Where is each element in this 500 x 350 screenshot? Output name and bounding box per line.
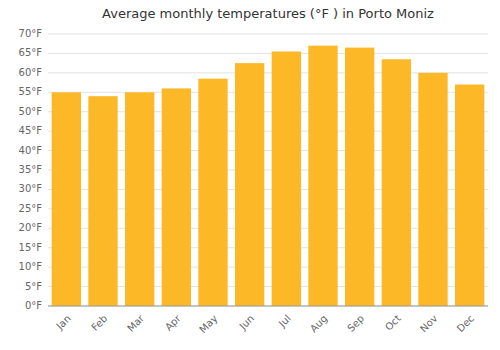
y-tick-label: 40°F bbox=[19, 145, 43, 156]
x-tick-label: Aug bbox=[308, 313, 330, 335]
bar bbox=[272, 51, 301, 306]
y-tick-label: 20°F bbox=[19, 222, 43, 233]
x-ticks: Jan Feb Mar Apr May Jun Jul Aug Sep Oct Nov Dec bbox=[53, 312, 476, 335]
bar bbox=[125, 92, 154, 306]
x-tick-label: May bbox=[197, 313, 219, 335]
y-tick-label: 10°F bbox=[19, 261, 43, 272]
x-tick-label: Jan bbox=[53, 313, 72, 332]
x-tick-label: Apr bbox=[163, 312, 184, 333]
x-tick-label: Nov bbox=[418, 313, 440, 335]
y-tick-label: 70°F bbox=[19, 28, 43, 39]
grid-line bbox=[48, 306, 488, 307]
bar bbox=[52, 92, 81, 306]
y-tick-label: 5°F bbox=[25, 281, 42, 292]
x-tick-label: Oct bbox=[383, 313, 403, 333]
bar bbox=[198, 79, 227, 306]
x-tick-label: Dec bbox=[455, 313, 476, 334]
bar bbox=[308, 46, 337, 306]
grid-line bbox=[48, 53, 488, 54]
y-tick-label: 15°F bbox=[19, 242, 43, 253]
chart: 0°F 5°F 10°F 15°F 20°F 25°F 30°F 35°F 40°F 45°F 50… bbox=[0, 0, 500, 350]
bar bbox=[345, 48, 374, 306]
y-tick-label: 30°F bbox=[19, 183, 43, 194]
bar bbox=[235, 63, 264, 306]
y-tick-label: 35°F bbox=[19, 164, 43, 175]
title: Average monthly temperatures (°F ) in Po… bbox=[102, 6, 434, 21]
y-tick-label: 50°F bbox=[19, 106, 43, 117]
y-tick-label: 55°F bbox=[19, 86, 43, 97]
y-tick-label: 60°F bbox=[19, 67, 43, 78]
bar bbox=[382, 59, 411, 306]
x-tick-label: Feb bbox=[89, 313, 109, 333]
y-tick-label: 0°F bbox=[25, 300, 42, 311]
y-tick-label: 45°F bbox=[19, 125, 43, 136]
x-tick-label: Jun bbox=[237, 313, 257, 333]
chart-container: 0°F 5°F 10°F 15°F 20°F 25°F 30°F 35°F 40°F 45°F 50… bbox=[0, 0, 500, 350]
y-tick-label: 65°F bbox=[19, 47, 43, 58]
bar bbox=[455, 85, 484, 306]
bar bbox=[418, 73, 447, 306]
y-ticks: 0°F 5°F 10°F 15°F 20°F 25°F 30°F 35°F 40°F 45°F 50… bbox=[19, 28, 43, 311]
grid-line bbox=[48, 34, 488, 35]
x-tick-label: Jul bbox=[276, 313, 293, 330]
x-tick-label: Mar bbox=[125, 312, 147, 334]
y-tick-label: 25°F bbox=[19, 203, 43, 214]
x-tick-label: Sep bbox=[345, 313, 366, 334]
bar bbox=[88, 96, 117, 306]
x-axis-line bbox=[48, 306, 488, 307]
grid bbox=[48, 34, 488, 306]
bars bbox=[52, 46, 485, 306]
bar bbox=[162, 88, 191, 306]
